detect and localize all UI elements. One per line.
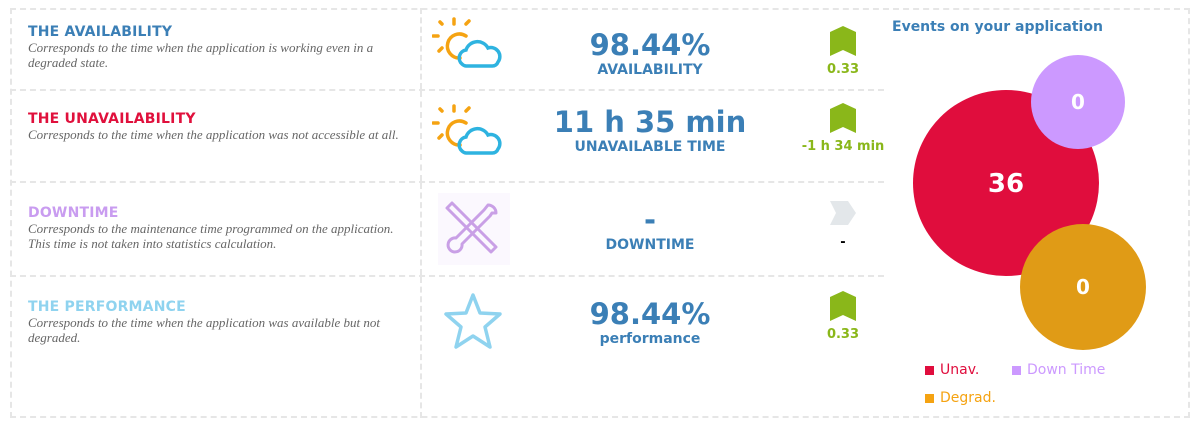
trend-value: 0.33 <box>826 62 860 77</box>
legend-label: Down Time <box>1027 362 1106 378</box>
value: 98.44% <box>589 28 711 62</box>
legend-swatch <box>925 393 934 403</box>
bubble-label-degrad: 0 <box>1076 275 1090 299</box>
tools-icon <box>438 193 510 265</box>
value-label: UNAVAILABLE TIME <box>574 139 726 155</box>
row-description: Corresponds to the time when the applica… <box>28 127 399 142</box>
legend-degrad[interactable]: Degrad. <box>925 390 996 406</box>
stats-panel <box>10 8 1190 418</box>
legend-label: Unav. <box>940 362 980 378</box>
value: 11 h 35 min <box>553 105 747 139</box>
row-availability: THE AVAILABILITY Corresponds to the time … <box>10 8 884 91</box>
sun-cloud-icon <box>432 17 502 68</box>
legend-swatch <box>925 365 934 375</box>
bubble-label-downtime: 0 <box>1071 90 1085 114</box>
trend-up-icon <box>830 103 856 133</box>
row-description: Corresponds to the maintenance time prog… <box>28 221 394 251</box>
row-title: THE UNAVAILABILITY <box>28 111 196 127</box>
row-description: Corresponds to the time when the applica… <box>28 315 380 345</box>
trend-up-icon <box>830 291 856 321</box>
row-unavailability: THE UNAVAILABILITY Corresponds to the tim… <box>10 91 884 183</box>
row-performance: THE PERFORMANCE Corresponds to the time w… <box>10 277 884 418</box>
trend-value: 0.33 <box>826 327 860 342</box>
legend-unav[interactable]: Unav. <box>925 362 979 378</box>
bubble-label-unav: 36 <box>988 169 1024 199</box>
legend-swatch <box>1012 365 1021 375</box>
value-label: DOWNTIME <box>605 237 695 253</box>
trend-value: -1 h 34 min <box>801 139 885 154</box>
bubble-degrad[interactable] <box>1020 224 1146 350</box>
trend-value: - <box>840 235 846 250</box>
star-icon <box>444 293 502 349</box>
value: 98.44% <box>589 297 711 331</box>
row-downtime: DOWNTIME Corresponds to the maintenance t… <box>10 183 884 277</box>
row-description: Corresponds to the time when the applica… <box>28 40 374 70</box>
bubble-chart: 36 0 0 <box>913 55 1146 350</box>
legend-label: Degrad. <box>940 390 996 406</box>
sun-cloud-icon <box>432 104 502 155</box>
trend-up-icon <box>830 26 856 56</box>
bubble-downtime[interactable] <box>1031 55 1125 149</box>
value-label: AVAILABILITY <box>597 62 703 78</box>
value: - <box>643 203 657 237</box>
legend-downtime[interactable]: Down Time <box>1012 362 1105 378</box>
row-title: THE PERFORMANCE <box>28 299 186 315</box>
row-title: DOWNTIME <box>28 205 119 221</box>
value-label: performance <box>599 331 701 347</box>
trend-neutral-icon <box>830 201 856 225</box>
row-title: THE AVAILABILITY <box>28 24 173 40</box>
chart-title: Events on your application <box>892 19 1103 35</box>
events-chart-panel: Events on your application 36 0 0 Unav. … <box>884 8 1190 418</box>
